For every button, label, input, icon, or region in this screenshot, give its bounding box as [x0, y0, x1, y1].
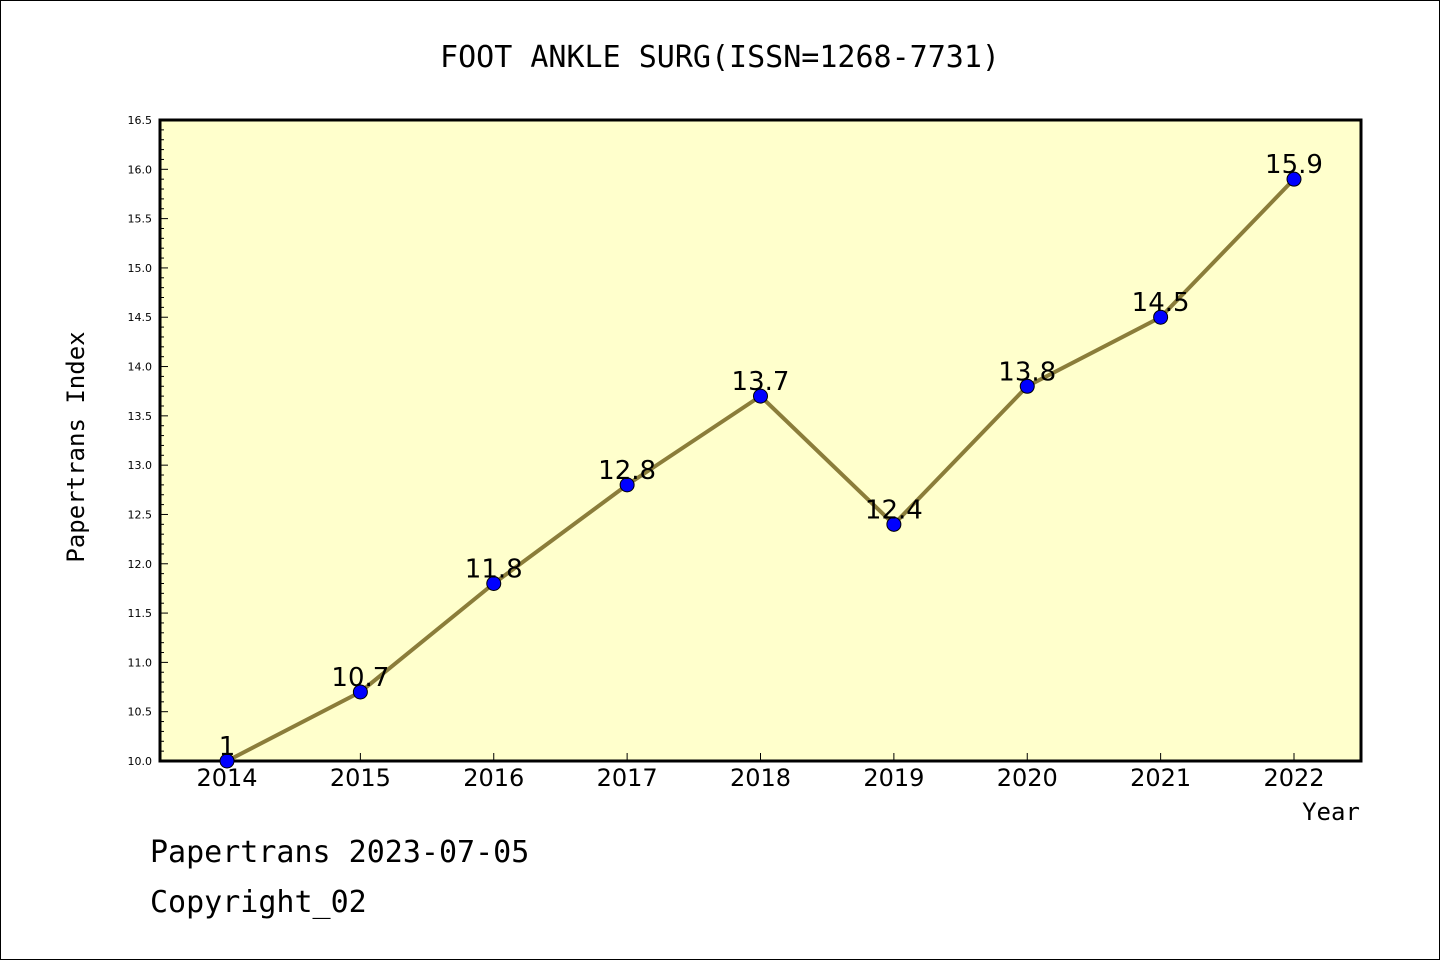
data-point: [219, 753, 235, 769]
series-line-group: [219, 171, 1302, 769]
y-tick-label: 15.0: [128, 262, 153, 275]
x-tick-label: 2017: [597, 764, 658, 792]
x-tick-label: 2016: [463, 764, 524, 792]
y-tick-label: 14.0: [128, 361, 153, 374]
y-tick-label: 13.5: [128, 410, 153, 423]
x-tick-label: 2020: [997, 764, 1058, 792]
y-tick-label: 11.0: [128, 656, 153, 669]
x-tick-label: 2019: [863, 764, 924, 792]
data-label: 13.8: [998, 357, 1056, 387]
data-label: 10.7: [331, 663, 389, 693]
plot-area: [158, 118, 1363, 763]
y-axis: 10.0 10.5 11.0 11.5 12.0 12.5 13.0 13.5 14.0 14.5…: [128, 114, 168, 768]
footer-copyright: Copyright_02: [150, 885, 367, 920]
data-label: 11.8: [465, 554, 523, 584]
y-tick-label: 13.0: [128, 459, 153, 472]
data-point: [486, 575, 502, 591]
data-point: [886, 516, 902, 532]
data-label: 15.9: [1265, 150, 1323, 180]
x-axis-label: Year: [1302, 798, 1360, 826]
data-point: [1286, 171, 1302, 187]
data-label: 14.5: [1132, 288, 1190, 318]
data-labels: 1 10.7 11.8 12.8 13.7 12.4 13.8 14.5 15.9: [219, 150, 1323, 762]
data-point: [1153, 309, 1169, 325]
data-label: 12.8: [598, 456, 656, 486]
footer-date: Papertrans 2023-07-05: [150, 835, 530, 870]
x-axis: 2014 2015 2016 2017 2018 2019 2020 2021 2022: [196, 753, 1325, 792]
x-tick-label: 2015: [330, 764, 391, 792]
data-point: [619, 477, 635, 493]
y-tick-label: 10.0: [128, 755, 153, 768]
x-tick-label: 2014: [196, 764, 257, 792]
data-point: [1019, 378, 1035, 394]
y-tick-label: 10.5: [128, 706, 153, 719]
y-tick-label: 16.0: [128, 163, 153, 176]
chart-title: FOOT ANKLE SURG(ISSN=1268-7731): [440, 40, 1000, 75]
x-tick-label: 2021: [1130, 764, 1191, 792]
data-label: 12.4: [865, 495, 923, 525]
data-point: [753, 388, 768, 404]
y-tick-label: 14.5: [128, 311, 153, 324]
data-label: 1: [219, 732, 236, 762]
data-point: [352, 684, 368, 700]
y-tick-label: 15.5: [128, 213, 153, 226]
data-label: 13.7: [732, 367, 790, 397]
y-axis-label: Papertrans Index: [62, 331, 90, 562]
y-tick-label: 16.5: [128, 114, 153, 127]
y-tick-label: 11.5: [128, 607, 153, 620]
y-tick-label: 12.0: [128, 558, 153, 571]
x-tick-label: 2022: [1263, 764, 1324, 792]
x-tick-label: 2018: [730, 764, 791, 792]
y-tick-label: 12.5: [128, 508, 153, 521]
